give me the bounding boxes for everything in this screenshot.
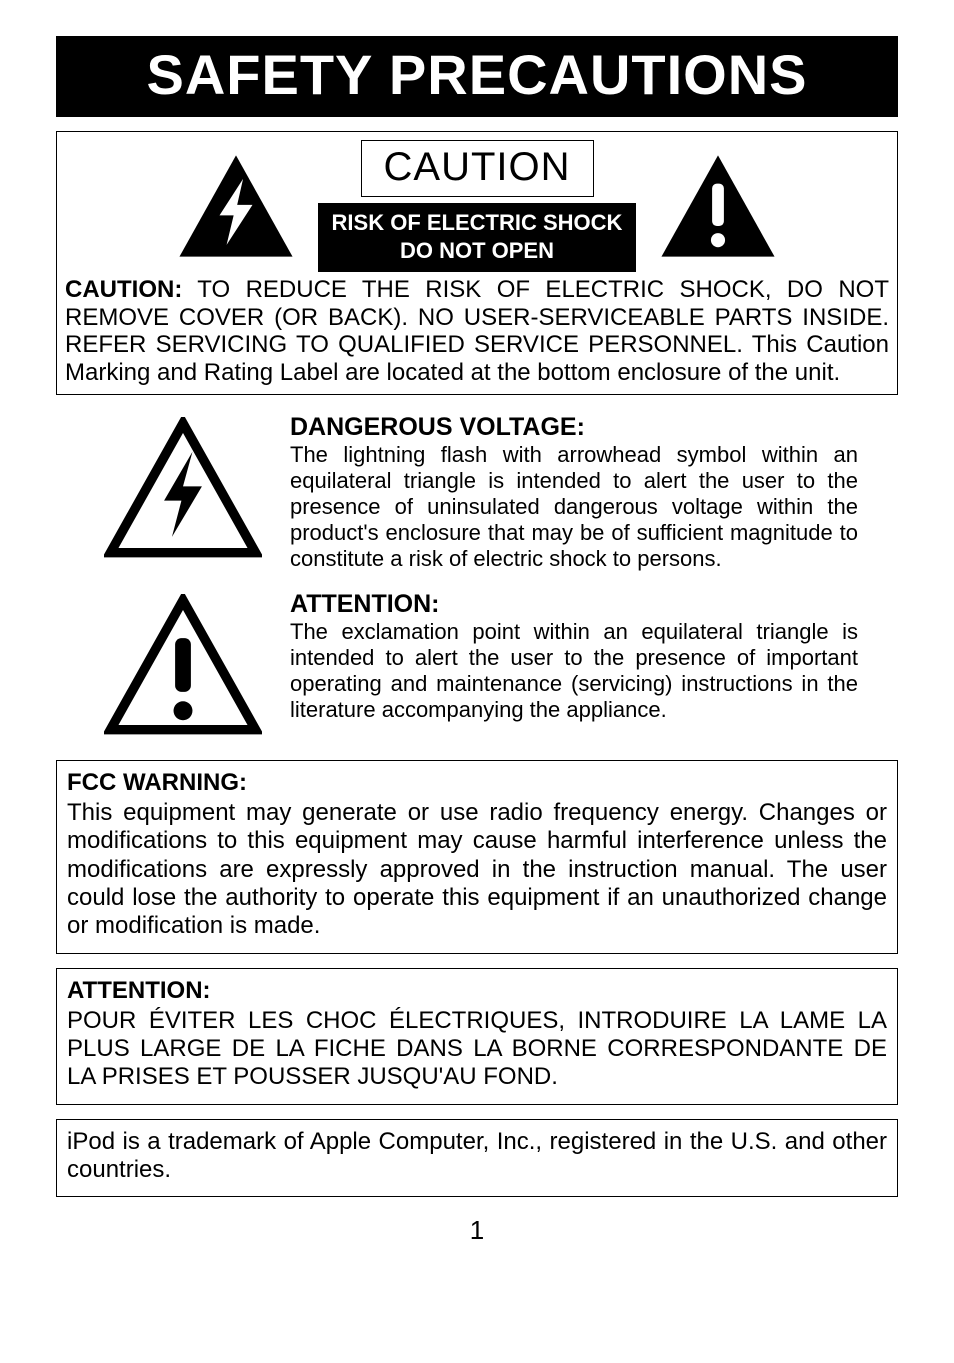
attention-heading: ATTENTION: [290,590,858,619]
attention-fr-box: ATTENTION: POUR ÉVITER LES CHOC ÉLECTRIQ… [56,968,898,1105]
attention-section: ATTENTION: The exclamation point within … [98,590,888,736]
title-banner: SAFETY PRECAUTIONS [56,36,898,117]
lightning-triangle-filled-icon [166,153,306,259]
attention-text: ATTENTION: The exclamation point within … [290,590,888,723]
risk-label: RISK OF ELECTRIC SHOCK DO NOT OPEN [318,203,637,272]
dangerous-voltage-heading: DANGEROUS VOLTAGE: [290,413,858,442]
ipod-trademark-box: iPod is a trademark of Apple Computer, I… [56,1119,898,1198]
lightning-triangle-outline-icon [98,413,268,559]
title-text: SAFETY PRECAUTIONS [146,43,807,106]
caution-label: CAUTION [361,140,594,197]
caution-center-col: CAUTION RISK OF ELECTRIC SHOCK DO NOT OP… [318,140,637,272]
exclamation-triangle-filled-icon [648,153,788,259]
risk-line1: RISK OF ELECTRIC SHOCK [332,210,623,235]
caution-lead: CAUTION: [65,276,182,303]
fcc-warning-box: FCC WARNING: This equipment may generate… [56,760,898,954]
attention-body: The exclamation point within an equilate… [290,619,858,723]
caution-label-text: CAUTION [384,145,571,189]
risk-line2: DO NOT OPEN [400,238,554,263]
caution-box: CAUTION RISK OF ELECTRIC SHOCK DO NOT OP… [56,131,898,395]
page-number-text: 1 [470,1215,484,1245]
page: SAFETY PRECAUTIONS CAUTION RISK OF ELECT… [0,0,954,1266]
ipod-trademark-body: iPod is a trademark of Apple Computer, I… [67,1128,887,1185]
attention-fr-body: POUR ÉVITER LES CHOC ÉLECTRIQUES, INTROD… [67,1007,887,1092]
fcc-warning-heading: FCC WARNING: [67,769,887,797]
caution-top-row: CAUTION RISK OF ELECTRIC SHOCK DO NOT OP… [57,132,897,272]
page-number: 1 [56,1215,898,1246]
caution-body-text: TO REDUCE THE RISK OF ELECTRIC SHOCK, DO… [65,276,889,386]
caution-body: CAUTION: TO REDUCE THE RISK OF ELECTRIC … [57,272,897,394]
exclamation-triangle-outline-icon [98,590,268,736]
dangerous-voltage-section: DANGEROUS VOLTAGE: The lightning flash w… [98,413,888,572]
fcc-warning-body: This equipment may generate or use radio… [67,799,887,941]
attention-fr-heading: ATTENTION: [67,977,887,1005]
dangerous-voltage-body: The lightning flash with arrowhead symbo… [290,442,858,572]
dangerous-voltage-text: DANGEROUS VOLTAGE: The lightning flash w… [290,413,888,572]
